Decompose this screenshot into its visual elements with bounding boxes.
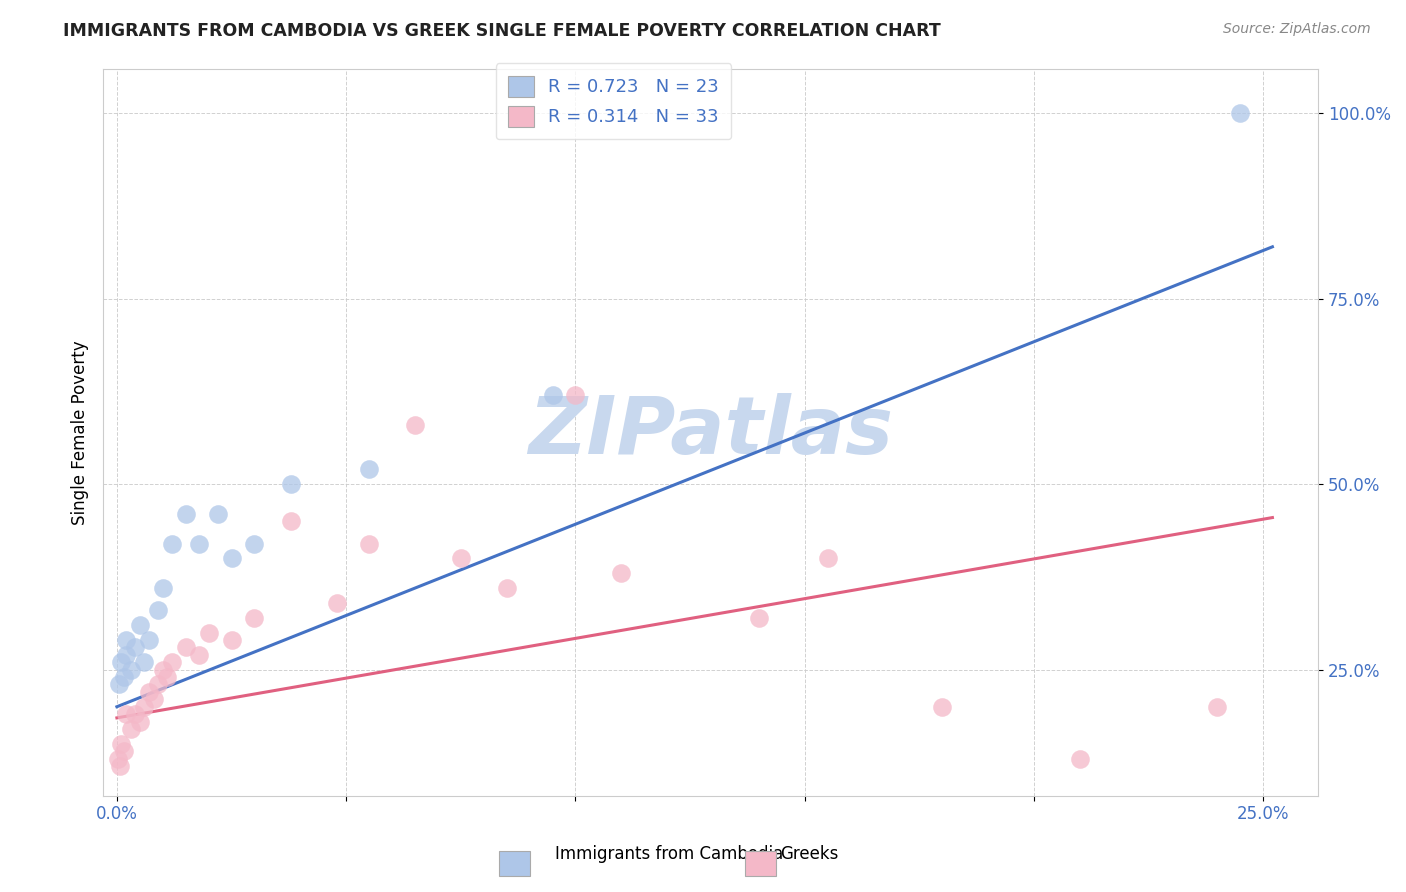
Point — [120, 663, 142, 677]
Point — [404, 417, 426, 432]
Point — [124, 640, 146, 655]
Point — [146, 677, 169, 691]
Point — [174, 507, 197, 521]
Point — [128, 714, 150, 729]
Point — [243, 536, 266, 550]
Point — [107, 752, 129, 766]
Point — [188, 648, 211, 662]
Point — [188, 536, 211, 550]
Point — [359, 536, 381, 550]
Point — [748, 611, 770, 625]
Point — [359, 462, 381, 476]
Point — [146, 603, 169, 617]
Text: IMMIGRANTS FROM CAMBODIA VS GREEK SINGLE FEMALE POVERTY CORRELATION CHART: IMMIGRANTS FROM CAMBODIA VS GREEK SINGLE… — [63, 22, 941, 40]
Point — [1069, 752, 1091, 766]
Point — [243, 611, 266, 625]
Point — [120, 722, 142, 736]
Point — [931, 699, 953, 714]
Point — [326, 596, 349, 610]
Point — [115, 648, 138, 662]
Point — [1206, 699, 1229, 714]
Point — [1229, 106, 1251, 120]
Point — [110, 737, 132, 751]
Y-axis label: Single Female Poverty: Single Female Poverty — [72, 340, 89, 524]
Point — [128, 618, 150, 632]
Point — [142, 692, 165, 706]
Point — [138, 685, 160, 699]
Point — [115, 632, 138, 647]
Point — [197, 625, 219, 640]
Point — [110, 655, 132, 669]
Text: Greeks: Greeks — [780, 846, 839, 863]
Text: ZIPatlas: ZIPatlas — [529, 393, 893, 471]
Point — [108, 759, 131, 773]
Point — [160, 655, 183, 669]
Legend: R = 0.723   N = 23, R = 0.314   N = 33: R = 0.723 N = 23, R = 0.314 N = 33 — [496, 63, 731, 139]
Point — [152, 663, 174, 677]
Point — [610, 566, 633, 581]
Point — [138, 632, 160, 647]
Point — [152, 581, 174, 595]
Point — [450, 551, 472, 566]
Point — [115, 707, 138, 722]
Point — [108, 677, 131, 691]
Point — [112, 670, 135, 684]
Point — [134, 655, 156, 669]
Point — [817, 551, 839, 566]
Point — [221, 632, 243, 647]
Point — [134, 699, 156, 714]
Point — [221, 551, 243, 566]
Text: Immigrants from Cambodia: Immigrants from Cambodia — [555, 846, 783, 863]
Point — [207, 507, 229, 521]
Point — [564, 388, 586, 402]
Point — [160, 536, 183, 550]
Point — [174, 640, 197, 655]
Point — [112, 744, 135, 758]
Point — [156, 670, 179, 684]
Text: Source: ZipAtlas.com: Source: ZipAtlas.com — [1223, 22, 1371, 37]
Point — [124, 707, 146, 722]
Point — [280, 514, 302, 528]
Point — [541, 388, 564, 402]
Point — [280, 477, 302, 491]
Point — [495, 581, 517, 595]
